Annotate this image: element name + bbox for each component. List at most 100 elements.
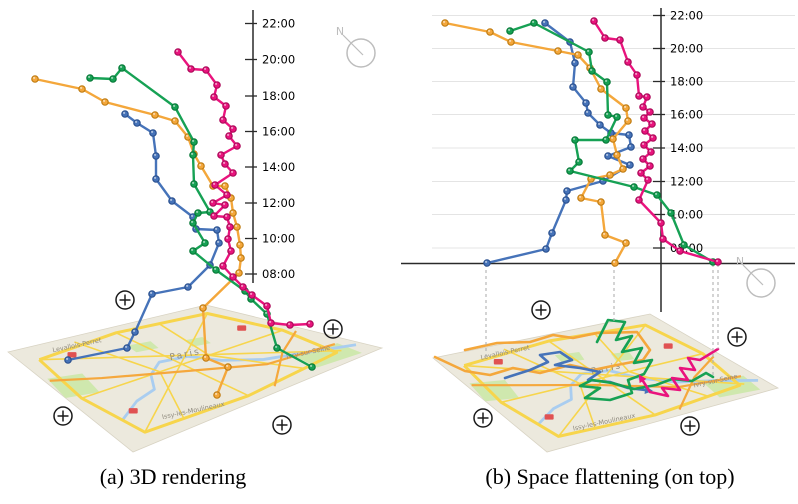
point-highlight: [214, 267, 217, 270]
plus-handle[interactable]: [53, 406, 73, 426]
point-highlight: [641, 156, 644, 159]
point-highlight: [231, 210, 234, 213]
map-motorway: [273, 330, 297, 387]
point-highlight: [215, 227, 218, 230]
point-highlight: [208, 209, 211, 212]
trajectory-point: [64, 356, 72, 364]
plus-circle: [323, 319, 343, 339]
trajectory-point: [626, 161, 634, 169]
plus-handle[interactable]: [272, 415, 292, 435]
map-route-shield: [663, 343, 673, 349]
trajectory-point: [680, 241, 688, 249]
map-route-shield: [67, 352, 77, 358]
point-highlight: [641, 104, 644, 107]
point-highlight: [626, 59, 629, 63]
time-tick-label: 14:00: [670, 141, 703, 155]
map-plane: Levallois-PerretParisIssy-les-Moulineaux…: [7, 304, 384, 453]
trajectory-point: [237, 254, 245, 262]
trajectory-point: [597, 198, 605, 206]
point-highlight: [603, 35, 606, 39]
trajectory-point: [152, 152, 160, 160]
trajectory-point: [233, 223, 241, 231]
trajectory-point: [286, 321, 294, 329]
trajectory-point: [590, 17, 598, 25]
trajectory-point: [597, 85, 605, 93]
point-highlight: [308, 321, 311, 324]
trajectory-point: [548, 229, 556, 237]
point-highlight: [604, 137, 607, 140]
trajectory-line-green: [508, 21, 715, 264]
point-highlight: [532, 20, 535, 23]
point-highlight: [33, 76, 36, 79]
trajectory-point: [646, 108, 654, 116]
plus-handle[interactable]: [531, 300, 551, 320]
trajectory-point: [239, 283, 247, 291]
trajectory-point: [224, 363, 232, 371]
point-highlight: [66, 357, 69, 360]
point-highlight: [235, 224, 238, 227]
point-highlight: [224, 103, 227, 106]
plus-handle[interactable]: [115, 290, 135, 310]
trajectory-point: [197, 162, 205, 170]
plus-handle[interactable]: [473, 408, 493, 428]
plus-handle[interactable]: [727, 327, 747, 347]
point-highlight: [265, 303, 268, 306]
point-highlight: [191, 214, 194, 217]
trajectory-point: [211, 181, 219, 189]
trajectory-point: [613, 151, 621, 159]
map-route-shield: [493, 359, 503, 365]
trajectory-point: [622, 239, 630, 247]
point-highlight: [682, 242, 685, 245]
point-highlight: [229, 248, 232, 251]
point-highlight: [269, 320, 272, 323]
plus-handle[interactable]: [323, 319, 343, 339]
trajectory-point: [223, 191, 231, 199]
point-highlight: [643, 128, 646, 131]
point-highlight: [624, 240, 627, 243]
point-highlight: [543, 20, 546, 23]
flattened-line-green: [578, 318, 715, 402]
trajectory-point: [187, 65, 195, 73]
trajectory-point: [585, 48, 593, 56]
trajectory-point: [229, 209, 237, 217]
plus-circle: [680, 416, 700, 436]
trajectory-point: [222, 102, 230, 110]
point-highlight: [611, 136, 614, 139]
trajectory-point: [202, 354, 210, 362]
point-highlight: [186, 284, 189, 287]
point-highlight: [669, 210, 672, 213]
trajectory-point: [601, 231, 609, 239]
time-tick-label: 10:00: [262, 232, 295, 246]
point-highlight: [587, 49, 590, 53]
trajectory-point: [86, 74, 94, 82]
trajectory-point: [101, 98, 109, 106]
trajectory-point: [133, 119, 141, 127]
map-road: [115, 332, 249, 397]
point-highlight: [201, 305, 204, 308]
point-highlight: [135, 120, 138, 123]
map-route-shield: [128, 408, 138, 414]
point-highlight: [618, 37, 621, 41]
point-highlight: [111, 76, 114, 79]
trajectory-point: [441, 19, 449, 27]
point-highlight: [196, 210, 199, 213]
trajectory-point: [229, 273, 237, 281]
flattened-path-green: [578, 318, 715, 402]
caption-panel-a: (a) 3D rendering: [99, 464, 247, 489]
point-highlight: [649, 149, 652, 152]
trajectory-point: [635, 196, 643, 204]
point-highlight: [485, 260, 488, 263]
compass-needle: [742, 264, 764, 286]
trajectory-point: [210, 212, 218, 220]
point-highlight: [621, 166, 624, 169]
point-highlight: [598, 122, 601, 125]
point-highlight: [651, 135, 654, 138]
time-tick-label: 16:00: [670, 108, 703, 122]
point-highlight: [650, 121, 653, 124]
point-highlight: [211, 200, 214, 203]
point-highlight: [237, 270, 240, 273]
trajectory-point: [649, 134, 657, 142]
plus-handle[interactable]: [680, 416, 700, 436]
